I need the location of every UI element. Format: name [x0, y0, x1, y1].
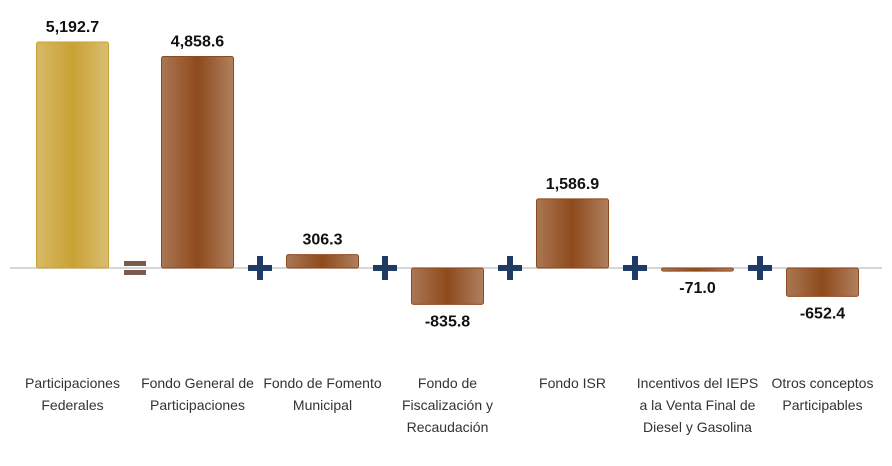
- value-label: -652.4: [800, 305, 845, 322]
- category-label: Incentivos del IEPS a la Venta Final de …: [636, 375, 759, 435]
- category-label: Fondo General de Participaciones: [141, 375, 254, 413]
- bar: [411, 267, 484, 305]
- bar: [161, 56, 234, 269]
- equals-sign: [124, 269, 146, 275]
- value-label: -835.8: [425, 313, 470, 330]
- plus-sign: [507, 255, 513, 280]
- plus-sign: [632, 255, 638, 280]
- bar: [536, 198, 609, 269]
- value-label: 4,858.6: [171, 34, 224, 51]
- bar: [661, 267, 734, 272]
- value-label: 306.3: [302, 232, 342, 249]
- bar: [786, 267, 859, 297]
- plus-sign: [757, 255, 763, 280]
- value-label: -71.0: [679, 280, 716, 297]
- equals-sign: [124, 260, 146, 266]
- plus-sign: [257, 255, 263, 280]
- plus-sign: [382, 255, 388, 280]
- category-label: Participaciones Federales: [25, 375, 120, 413]
- category-label: Fondo de Fiscalización y Recaudación: [401, 375, 494, 435]
- bar: [36, 41, 109, 269]
- value-label: 5,192.7: [46, 19, 99, 36]
- category-label: Fondo ISR: [539, 375, 606, 391]
- bar: [286, 254, 359, 269]
- category-label: Fondo de Fomento Municipal: [263, 375, 382, 413]
- category-label: Otros conceptos Participables: [771, 375, 874, 413]
- value-label: 1,586.9: [546, 176, 599, 193]
